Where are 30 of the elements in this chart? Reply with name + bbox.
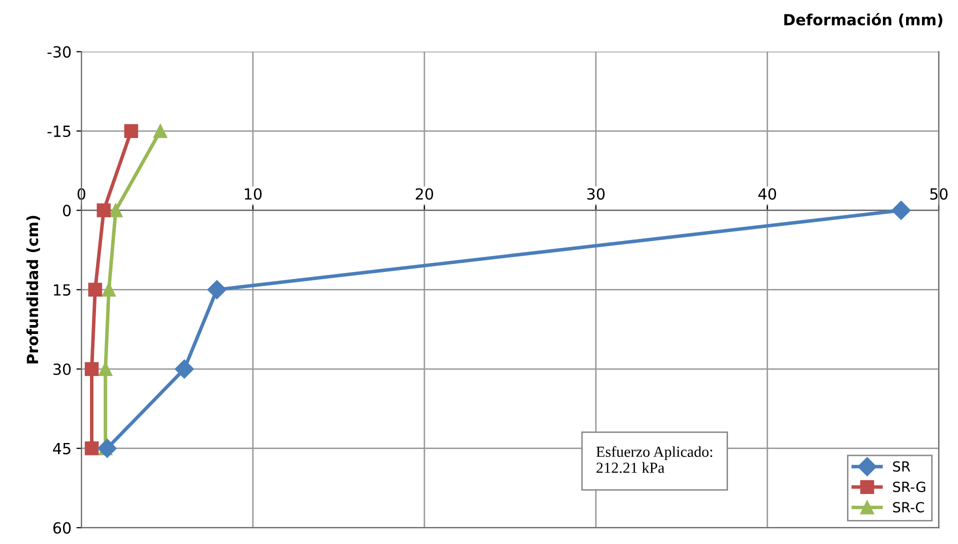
y-tick-label: 60 <box>53 522 71 534</box>
x-tick-label: 10 <box>244 188 262 200</box>
x-tick-label: 40 <box>758 188 776 200</box>
legend-label: SR-C <box>893 502 924 512</box>
x-tick-label: 30 <box>587 188 605 200</box>
point <box>84 441 99 456</box>
y-tick-label: 45 <box>53 443 70 454</box>
point <box>102 282 116 297</box>
legend-label: SR-G <box>893 482 926 492</box>
y-tick-label: 0 <box>62 204 71 216</box>
point <box>98 362 112 376</box>
x-axis-title: Deformación (mm) <box>784 12 942 28</box>
point <box>124 124 138 138</box>
point <box>84 362 99 376</box>
point <box>174 359 194 379</box>
y-tick-label: -30 <box>48 46 71 58</box>
point <box>88 282 102 297</box>
point <box>96 203 111 218</box>
y-tick-label: 30 <box>53 363 71 376</box>
annotation: Esfuerzo Aplicado: 212.21 kPa <box>596 446 712 473</box>
y-tick-label: 15 <box>54 284 70 296</box>
point <box>153 124 168 138</box>
point <box>892 200 911 220</box>
legend-label: SR <box>893 461 910 472</box>
y-tick-label: -15 <box>48 126 70 138</box>
y-axis-title: Profundidad (cm) <box>26 216 40 364</box>
point <box>108 203 123 218</box>
point <box>207 280 226 300</box>
point <box>98 438 117 458</box>
x-tick-label: 20 <box>416 188 434 200</box>
